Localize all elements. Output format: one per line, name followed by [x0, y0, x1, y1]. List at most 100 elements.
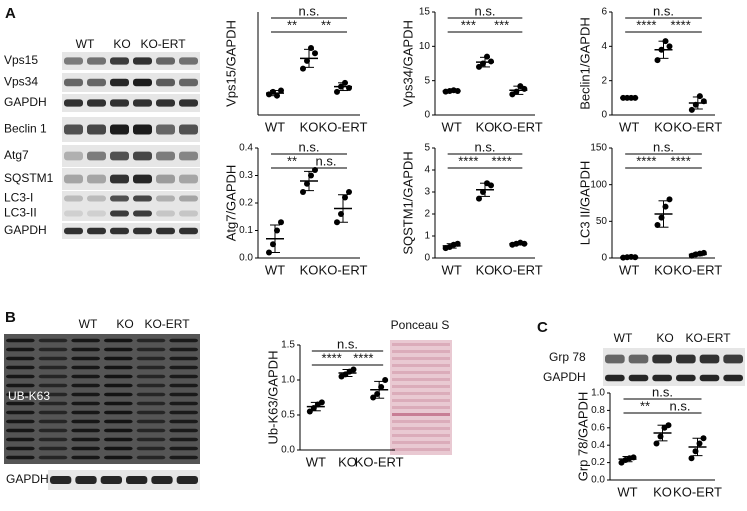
x-tick-label: KO-ERT [355, 454, 404, 469]
blot-band [6, 338, 35, 343]
blot-band [38, 392, 68, 397]
y-tick-label: 0.5 [281, 410, 295, 421]
ponceau-band [392, 371, 450, 374]
y-tick-label: 0.0 [281, 445, 295, 456]
data-point [666, 43, 673, 50]
blot-band [169, 401, 198, 406]
blot-band [71, 383, 100, 388]
y-tick-label: 5 [424, 143, 430, 154]
x-tick-label: WT [442, 119, 462, 134]
y-axis-label: Grp 78/GAPDH [575, 392, 590, 482]
blot-band [104, 428, 133, 433]
blot-band [605, 354, 625, 364]
blot-band [38, 455, 68, 460]
lane-label: KO [656, 331, 673, 345]
blot-band [6, 401, 35, 406]
y-tick-label: 0.4 [591, 440, 605, 451]
blot-band [136, 446, 166, 451]
blot-band [110, 124, 129, 135]
x-tick-label: KO-ERT [319, 262, 368, 277]
y-tick-label: 0 [601, 253, 607, 264]
data-point [370, 394, 377, 401]
blot-band [71, 338, 100, 343]
ponceau-band [392, 350, 450, 353]
blot-band [110, 78, 129, 87]
ponceau-band [392, 434, 450, 437]
blot-band [156, 227, 175, 235]
blot-band [133, 124, 152, 135]
y-tick-label: 0.8 [591, 405, 605, 416]
y-tick-label: 15 [419, 7, 431, 18]
blot-band [110, 174, 129, 184]
x-tick-label: KO-ERT [673, 119, 722, 134]
y-tick-label: 0.2 [239, 198, 253, 209]
ponceau-band [392, 406, 450, 409]
blot-band [64, 99, 83, 107]
blot-band [6, 365, 35, 370]
x-tick-label: KO-ERT [494, 262, 543, 277]
x-tick-label: WT [442, 262, 462, 277]
blot-band [87, 174, 106, 184]
blot-band [38, 347, 68, 352]
blot-band [104, 401, 133, 406]
blot-band [110, 227, 129, 235]
blot-band [6, 455, 35, 460]
lane-label: WT [614, 331, 633, 345]
significance-label: **** [353, 350, 373, 365]
blot-band [628, 374, 649, 382]
data-point [300, 189, 306, 195]
significance-label: **** [458, 153, 478, 168]
y-tick-label: 0.0 [239, 253, 253, 264]
blot-band [71, 437, 100, 442]
blot-band [136, 392, 166, 397]
significance-label: **** [671, 153, 691, 168]
y-tick-label: 0 [424, 110, 430, 121]
blot-band [64, 78, 83, 87]
blot-background [603, 348, 745, 370]
blot-band [87, 151, 106, 161]
blot-background [62, 117, 200, 142]
y-tick-label: 0.0 [591, 475, 605, 486]
blot-band [156, 210, 175, 217]
blot-band [110, 210, 129, 217]
data-point [653, 440, 660, 447]
y-axis-label: Vps34/GAPDH [400, 20, 415, 107]
x-tick-label: WT [306, 454, 326, 469]
blot-band [87, 124, 106, 135]
blot-band [652, 354, 672, 364]
blot-band [87, 99, 106, 107]
y-tick-label: 0 [601, 110, 607, 121]
blot-band [104, 410, 133, 415]
significance-label: n.s. [653, 3, 674, 18]
blot-background [62, 223, 200, 239]
y-tick-label: 0.1 [239, 225, 253, 236]
row-label: LC3-II [4, 206, 37, 220]
significance-label: **** [636, 17, 656, 32]
significance-label: **** [671, 17, 691, 32]
lane-label: KO-ERT [685, 331, 731, 345]
row-label: SQSTM1 [4, 171, 54, 185]
data-point [665, 422, 672, 429]
blot-band [156, 57, 175, 65]
blot-band [136, 428, 166, 433]
y-tick-label: 50 [596, 216, 608, 227]
blot-band [169, 446, 198, 451]
blot-band [179, 227, 198, 235]
blot-band [6, 392, 35, 397]
blot-band [605, 374, 625, 382]
y-axis-label: Ub-K63/GAPDH [265, 351, 280, 445]
blot-band [38, 410, 68, 415]
data-point [666, 196, 673, 203]
row-label: Grp 78 [549, 350, 586, 364]
y-axis-label: LC3 II/GAPDH [577, 161, 592, 246]
blot-band [38, 428, 68, 433]
blot-band [38, 446, 68, 451]
y-tick-label: 1.0 [591, 388, 605, 399]
blot-background [62, 168, 200, 190]
y-tick-label: 4 [424, 165, 430, 176]
ponceau-band [392, 392, 450, 395]
blot-background [4, 334, 200, 464]
blot-band [104, 356, 133, 361]
data-point [700, 435, 707, 442]
blot-band [169, 437, 198, 442]
